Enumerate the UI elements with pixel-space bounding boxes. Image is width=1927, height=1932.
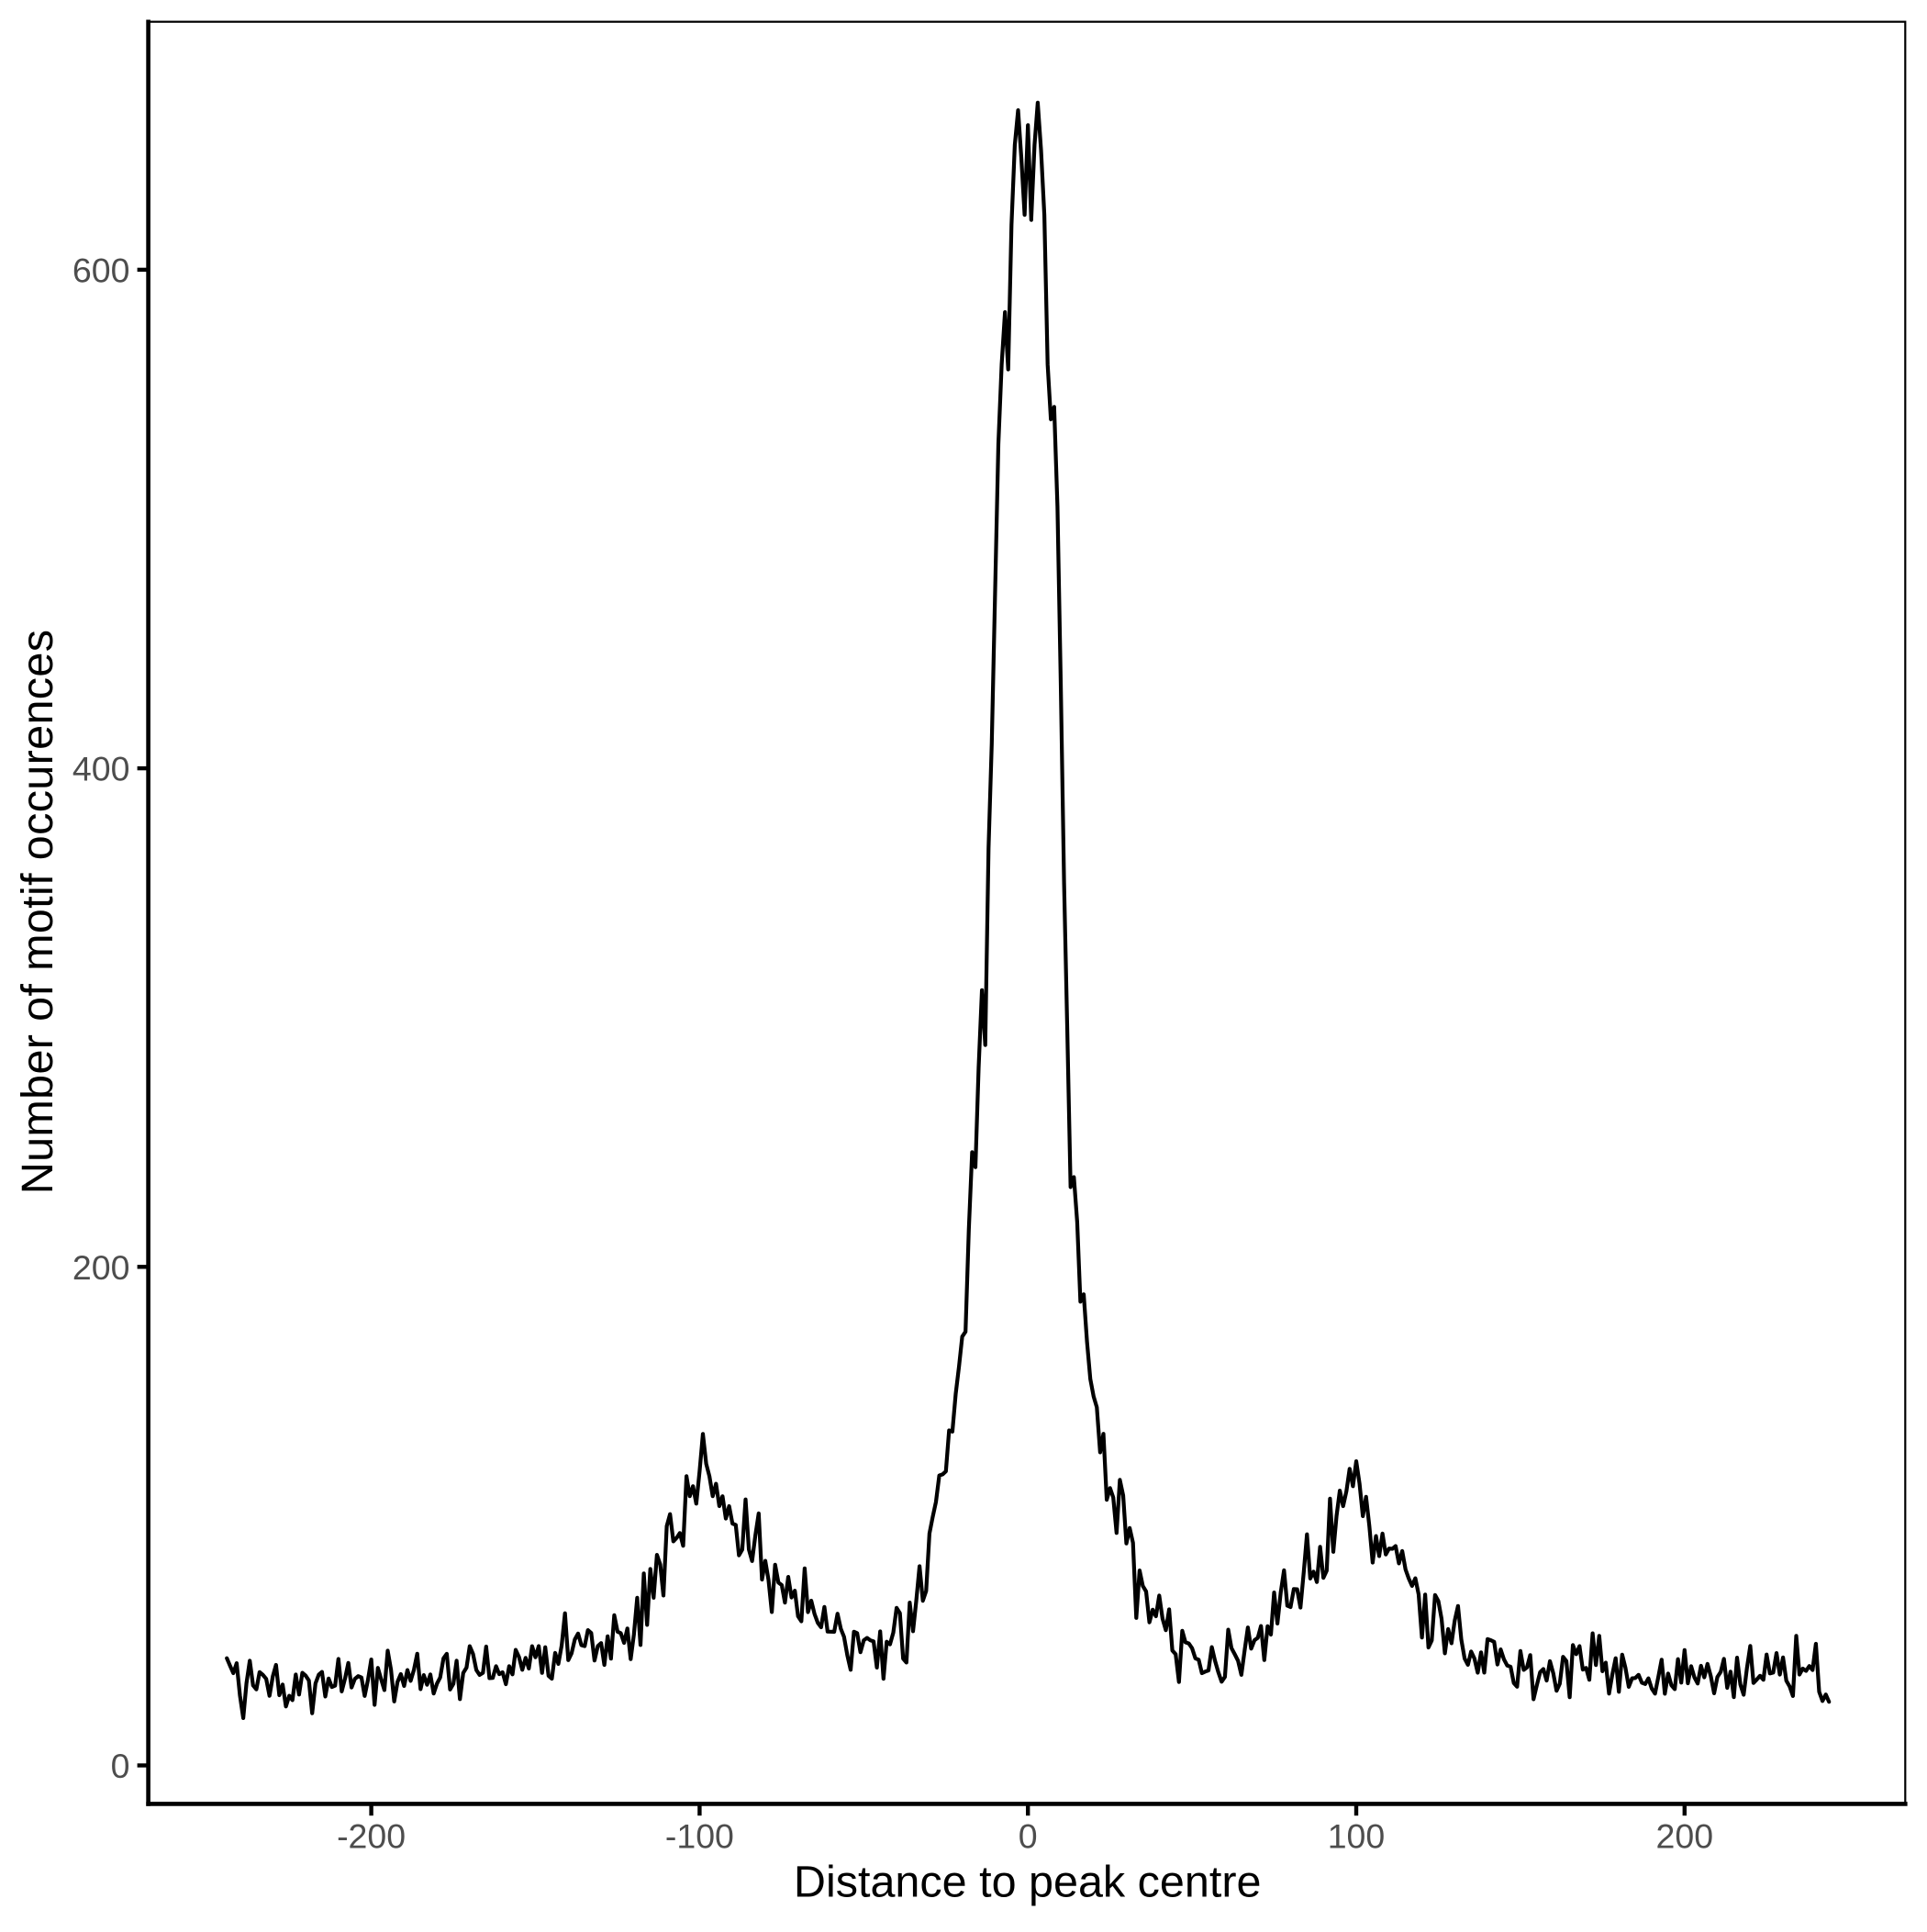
svg-text:-100: -100	[665, 1817, 734, 1856]
svg-text:200: 200	[72, 1248, 130, 1287]
svg-text:Number of motif occurences: Number of motif occurences	[13, 630, 62, 1195]
svg-text:-200: -200	[337, 1817, 406, 1856]
svg-text:0: 0	[1019, 1817, 1038, 1856]
svg-text:200: 200	[1656, 1817, 1714, 1856]
svg-text:100: 100	[1328, 1817, 1386, 1856]
svg-text:600: 600	[72, 251, 130, 289]
svg-text:400: 400	[72, 750, 130, 788]
svg-text:0: 0	[111, 1747, 130, 1785]
svg-text:Distance to peak centre: Distance to peak centre	[794, 1858, 1262, 1907]
